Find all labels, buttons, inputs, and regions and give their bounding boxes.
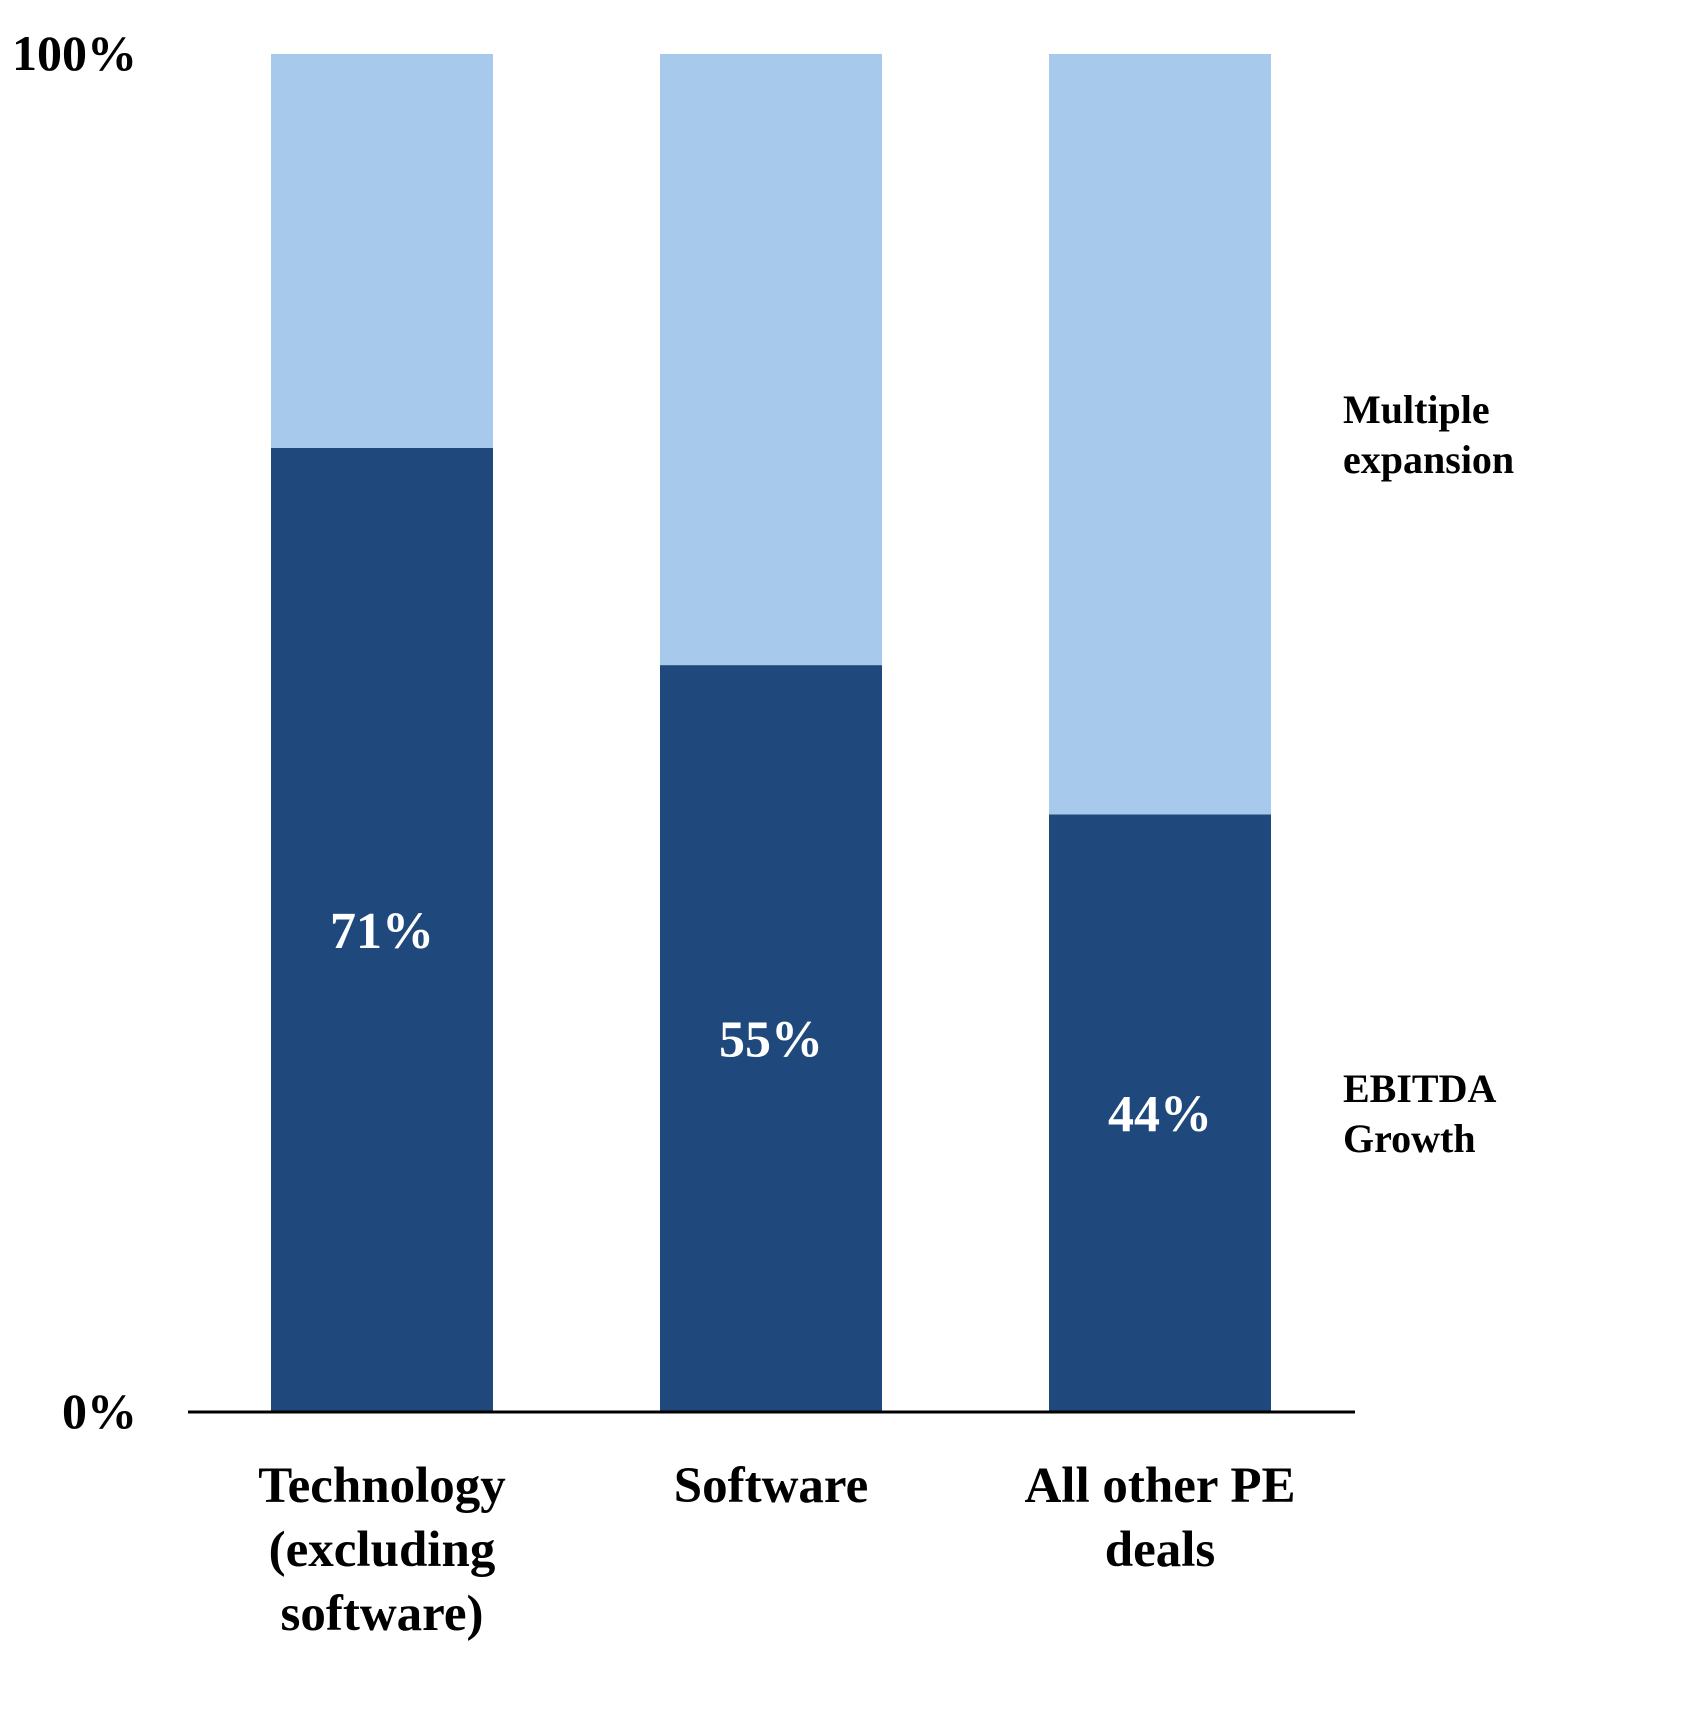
data-label-1: 71% — [330, 903, 434, 960]
bar-multiple-expansion-3 — [1049, 54, 1271, 815]
legend-label-multiple-expansion: Multiple expansion — [1343, 387, 1514, 482]
data-label-3: 44% — [1108, 1086, 1212, 1143]
legend: EBITDA Growth Multiple expansion — [1343, 387, 1514, 1161]
bar-ebitda-growth-1 — [271, 447, 493, 1412]
bars-layer: 71% 55% 44% — [271, 54, 1271, 1412]
category-label-1: Technology (excluding software) — [258, 1458, 506, 1642]
bar-ebitda-growth-2 — [660, 665, 882, 1412]
data-label-2: 55% — [719, 1012, 823, 1069]
y-tick-label: 0% — [62, 1383, 137, 1439]
legend-label-ebitda-growth: EBITDA Growth — [1343, 1066, 1496, 1161]
category-labels: Technology (excluding software) Software All… — [258, 1458, 1295, 1642]
category-label-3: All other PE deals — [1024, 1458, 1295, 1578]
y-tick-label: 100% — [12, 25, 137, 81]
bar-multiple-expansion-1 — [271, 54, 493, 448]
category-label-2: Software — [674, 1458, 869, 1514]
bar-multiple-expansion-2 — [660, 54, 882, 666]
bar-ebitda-growth-3 — [1049, 814, 1271, 1412]
y-axis-tick-labels: 0% 100% — [12, 25, 137, 1439]
